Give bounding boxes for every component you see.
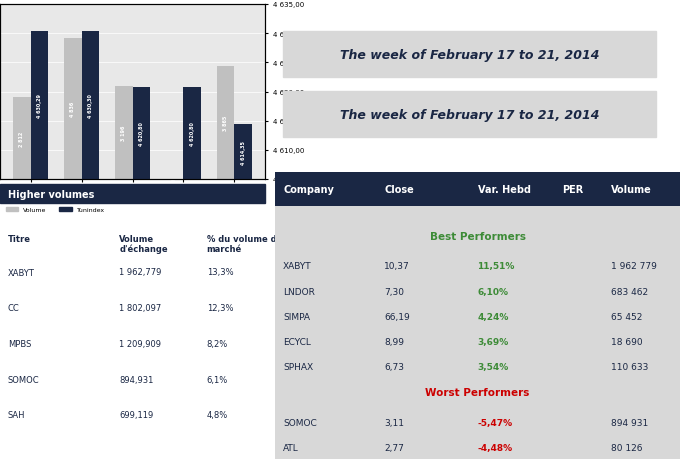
Text: 1 209,909: 1 209,909: [119, 339, 161, 348]
Text: ECYCL: ECYCL: [283, 337, 311, 347]
Text: XABYT: XABYT: [283, 262, 311, 271]
FancyBboxPatch shape: [0, 185, 265, 204]
Text: Worst Performers: Worst Performers: [425, 387, 530, 397]
Bar: [31, 33, 48, 459]
Text: 2 812: 2 812: [19, 131, 24, 146]
Bar: [133, 88, 150, 459]
Text: 66,19: 66,19: [384, 312, 410, 321]
Text: 3 196: 3 196: [121, 125, 126, 141]
Text: The week of February 17 to 21, 2014: The week of February 17 to 21, 2014: [339, 108, 599, 121]
Text: Best Performers: Best Performers: [430, 231, 526, 241]
Text: 4 630,30: 4 630,30: [88, 94, 93, 118]
Bar: [115, 87, 133, 179]
Text: Higher volumes: Higher volumes: [8, 189, 95, 199]
Bar: [82, 32, 99, 459]
Text: 13,3%: 13,3%: [207, 268, 233, 277]
Text: XABYT: XABYT: [8, 268, 35, 277]
Text: The week of February 17 to 21, 2014: The week of February 17 to 21, 2014: [339, 49, 599, 62]
Text: 11,51%: 11,51%: [477, 262, 515, 271]
Text: 7,30: 7,30: [384, 287, 405, 296]
Text: -4,48%: -4,48%: [477, 443, 513, 452]
Text: 4,8%: 4,8%: [207, 411, 228, 420]
Text: 4 620,80: 4 620,80: [139, 122, 144, 146]
Text: 8,2%: 8,2%: [207, 339, 228, 348]
Text: SIMPA: SIMPA: [283, 312, 310, 321]
Text: MPBS: MPBS: [8, 339, 31, 348]
Text: 1 802,097: 1 802,097: [119, 303, 162, 313]
Text: 3,11: 3,11: [384, 418, 405, 427]
Text: SOMOC: SOMOC: [8, 375, 39, 384]
Text: Var. Hebd: Var. Hebd: [477, 185, 530, 194]
Text: SAH: SAH: [8, 411, 25, 420]
Text: 4 620,80: 4 620,80: [190, 122, 195, 146]
Text: LNDOR: LNDOR: [283, 287, 315, 296]
Text: 10,37: 10,37: [384, 262, 410, 271]
Text: 699,119: 699,119: [119, 411, 154, 420]
Text: 683 462: 683 462: [611, 287, 648, 296]
Bar: [64, 39, 82, 179]
Text: % du volume de
marché: % du volume de marché: [207, 234, 282, 253]
Text: 4,24%: 4,24%: [477, 312, 509, 321]
Text: 6,73: 6,73: [384, 363, 405, 372]
Text: 4 630,29: 4 630,29: [37, 94, 42, 118]
Text: 12,3%: 12,3%: [207, 303, 233, 313]
Text: 3,54%: 3,54%: [477, 363, 509, 372]
Text: Volume
d'échange: Volume d'échange: [119, 234, 168, 254]
FancyBboxPatch shape: [275, 207, 680, 459]
FancyBboxPatch shape: [283, 32, 656, 78]
Text: SPHAX: SPHAX: [283, 363, 313, 372]
Text: CC: CC: [8, 303, 20, 313]
Text: PER: PER: [562, 185, 584, 194]
Text: 18 690: 18 690: [611, 337, 643, 347]
Text: 4 836: 4 836: [70, 101, 75, 117]
Text: 894 931: 894 931: [611, 418, 649, 427]
Text: Titre: Titre: [8, 234, 31, 243]
Text: 1 962,779: 1 962,779: [119, 268, 162, 277]
Legend: Volume, Tunindex: Volume, Tunindex: [3, 205, 107, 215]
Text: 65 452: 65 452: [611, 312, 643, 321]
Text: Volume: Volume: [611, 185, 652, 194]
Text: 2,77: 2,77: [384, 443, 404, 452]
Bar: [235, 125, 252, 459]
Text: 894,931: 894,931: [119, 375, 154, 384]
Text: Company: Company: [283, 185, 334, 194]
Text: 3 865: 3 865: [223, 116, 228, 131]
Text: 80 126: 80 126: [611, 443, 643, 452]
Text: 0: 0: [172, 178, 177, 181]
Bar: [13, 98, 31, 179]
Text: 3,69%: 3,69%: [477, 337, 509, 347]
Text: 6,1%: 6,1%: [207, 375, 228, 384]
Text: -5,47%: -5,47%: [477, 418, 513, 427]
Text: 110 633: 110 633: [611, 363, 649, 372]
Text: 6,10%: 6,10%: [477, 287, 509, 296]
FancyBboxPatch shape: [275, 172, 680, 207]
Text: ATL: ATL: [283, 443, 299, 452]
Text: 4 614,35: 4 614,35: [241, 140, 246, 164]
Text: SOMOC: SOMOC: [283, 418, 317, 427]
Bar: [184, 88, 201, 459]
FancyBboxPatch shape: [283, 92, 656, 138]
Bar: [217, 67, 235, 179]
Text: Close: Close: [384, 185, 414, 194]
Text: 8,99: 8,99: [384, 337, 405, 347]
Text: 1 962 779: 1 962 779: [611, 262, 657, 271]
